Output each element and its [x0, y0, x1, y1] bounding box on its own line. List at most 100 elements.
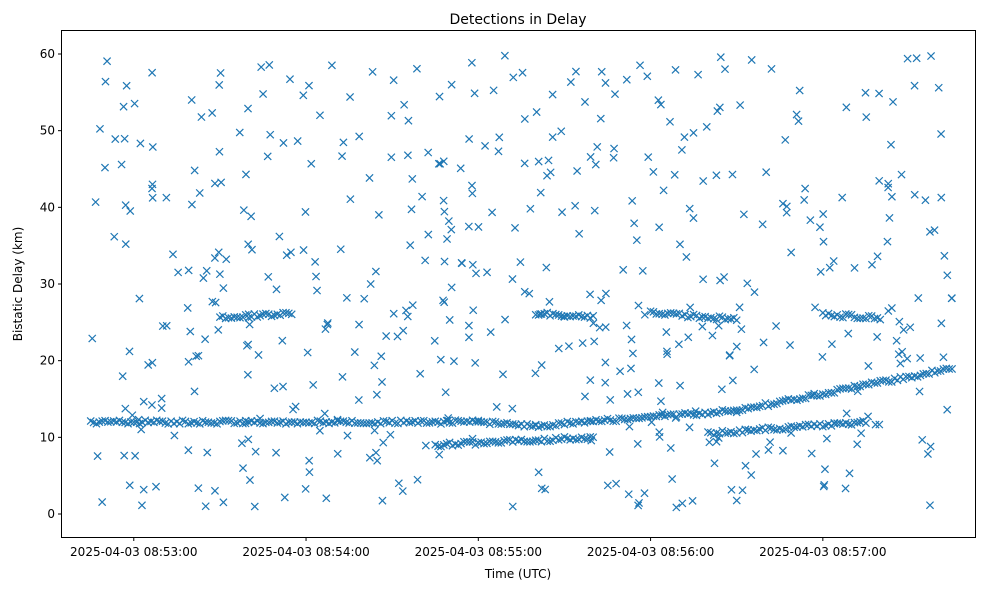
detection-point	[739, 210, 748, 219]
detection-point	[299, 246, 308, 255]
detection-point	[394, 479, 403, 488]
detection-point	[709, 314, 718, 323]
detection-point	[589, 319, 598, 328]
detection-point	[88, 334, 97, 343]
detection-point	[616, 367, 625, 376]
detection-point	[566, 78, 575, 87]
detection-point	[520, 114, 529, 123]
detection-point	[416, 416, 425, 426]
detection-point	[135, 294, 144, 303]
detection-point	[794, 117, 803, 126]
detection-point	[899, 325, 908, 334]
detection-point	[725, 351, 734, 360]
detection-point	[766, 438, 775, 447]
y-axis: 0 10 20 30 40 50 60	[40, 47, 62, 521]
detection-point	[537, 361, 546, 370]
detection-point	[590, 206, 599, 215]
detection-point	[741, 425, 750, 434]
detection-point	[778, 425, 787, 434]
detection-point	[131, 451, 140, 460]
detection-point	[875, 89, 884, 98]
detection-point	[354, 396, 363, 405]
detection-point	[623, 389, 632, 398]
detection-point	[699, 275, 708, 284]
detection-point	[139, 397, 148, 406]
detection-point	[315, 426, 324, 435]
detection-point	[244, 340, 253, 349]
detection-point	[736, 101, 745, 110]
detection-point	[323, 320, 332, 329]
detection-point	[830, 419, 839, 428]
detection-point	[636, 61, 645, 70]
detection-point	[937, 193, 946, 202]
detection-point	[634, 501, 643, 510]
detection-point	[732, 496, 741, 505]
detection-point	[671, 413, 680, 423]
detection-point	[245, 476, 254, 485]
detection-point	[465, 134, 474, 144]
detection-point	[327, 61, 336, 70]
detection-point	[732, 342, 741, 351]
detection-point	[943, 271, 952, 280]
detection-point	[945, 364, 954, 373]
detection-point	[580, 392, 590, 401]
detection-point	[184, 357, 193, 366]
detection-point	[586, 152, 595, 161]
detection-point	[346, 195, 355, 204]
detection-point	[373, 456, 382, 465]
detection-point	[210, 179, 219, 188]
detection-point	[320, 409, 329, 418]
detection-point	[379, 416, 388, 425]
detection-point	[459, 417, 468, 427]
detection-point	[591, 160, 600, 169]
detection-point	[370, 361, 379, 370]
detection-point	[440, 257, 449, 266]
detection-point	[170, 431, 179, 440]
detection-point	[536, 188, 545, 197]
detection-point	[688, 496, 697, 505]
x-tick-label: 2025-04-03 08:54:00	[242, 545, 369, 559]
detection-point	[136, 139, 145, 148]
detection-point	[103, 57, 112, 66]
detection-point	[737, 325, 746, 334]
detection-point	[864, 361, 873, 370]
detection-point	[782, 202, 791, 211]
detection-point	[933, 367, 942, 376]
detection-point	[853, 387, 862, 396]
detection-point	[597, 67, 606, 76]
detection-point	[313, 416, 322, 425]
detection-point	[343, 431, 352, 440]
detection-point	[407, 205, 416, 214]
detection-point	[884, 183, 893, 192]
detection-point	[508, 275, 517, 284]
detection-point	[355, 132, 364, 141]
detection-point	[680, 133, 689, 142]
detection-point	[873, 252, 882, 261]
detection-point	[222, 255, 231, 264]
detection-point	[548, 420, 557, 429]
detection-point	[214, 325, 223, 334]
detection-point	[649, 167, 658, 176]
detection-point	[712, 171, 721, 180]
detection-point	[336, 245, 345, 254]
detection-point	[558, 208, 567, 217]
detection-point	[486, 328, 495, 337]
detection-point	[192, 418, 201, 427]
detection-point	[195, 188, 204, 198]
detection-point	[267, 312, 276, 321]
detection-point	[244, 435, 253, 444]
detection-point	[525, 289, 534, 298]
detection-point	[699, 176, 708, 186]
detection-point	[371, 448, 381, 457]
detection-point	[323, 318, 332, 328]
detection-point	[571, 201, 580, 210]
detection-point	[884, 179, 893, 188]
detection-point	[601, 358, 610, 367]
detection-point	[208, 108, 217, 117]
detection-point	[339, 138, 348, 147]
detection-point	[573, 166, 582, 176]
detection-point	[596, 114, 605, 123]
detection-point	[714, 321, 723, 330]
detection-point	[333, 415, 342, 424]
detection-point	[770, 400, 779, 409]
